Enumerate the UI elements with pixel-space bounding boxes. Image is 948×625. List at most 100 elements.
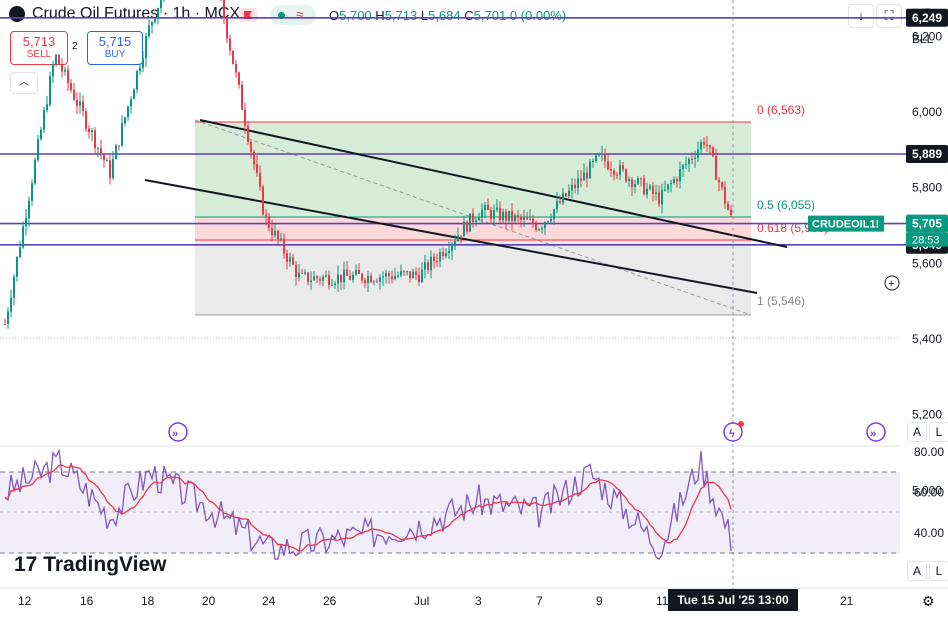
candle-body: [49, 76, 51, 105]
fullscreen-icon[interactable]: ⛶: [876, 4, 902, 28]
candle-body: [523, 217, 525, 220]
candle-body: [259, 172, 261, 187]
candle-body: [85, 111, 87, 129]
candle-body: [370, 275, 372, 283]
candle-body: [28, 200, 30, 218]
wave-icon: ≈: [296, 6, 304, 22]
candle-body: [556, 201, 558, 210]
channel-line-lower: [144, 179, 758, 294]
candle-body: [505, 211, 507, 221]
rsi-tick: 80.00: [914, 445, 944, 459]
lightning-event-icon: [723, 422, 743, 442]
candle-body: [562, 193, 564, 203]
candle-body: [517, 215, 519, 217]
settings-gear-icon[interactable]: ⚙: [922, 593, 935, 609]
candle-body: [304, 272, 306, 274]
candle-body: [712, 147, 714, 157]
candle-body: [427, 262, 429, 271]
candle-body: [73, 90, 75, 100]
candle-body: [244, 109, 246, 126]
candle-body: [580, 178, 582, 181]
candle-body: [67, 69, 69, 84]
download-icon[interactable]: ↓: [848, 4, 874, 28]
candle-body: [271, 228, 273, 236]
candle-body: [325, 275, 327, 277]
brand-logo-icon: 17: [14, 553, 38, 576]
candle-body: [337, 274, 339, 284]
log-scale-button[interactable]: L: [929, 422, 948, 442]
sell-button[interactable]: 5,713 SELL: [10, 31, 68, 65]
candle-body: [595, 155, 597, 162]
candle-body: [154, 18, 156, 23]
candle-body: [496, 207, 498, 210]
candle-body: [223, 0, 225, 19]
time-tick: 3: [475, 594, 482, 608]
unit-label[interactable]: BLL: [912, 32, 934, 46]
candle-body: [109, 160, 111, 178]
buy-button[interactable]: 5,715 BUY: [87, 31, 143, 65]
candle-body: [289, 257, 291, 262]
auto-scale-button[interactable]: A: [907, 422, 927, 442]
candle-body: [682, 165, 684, 169]
candle-body: [115, 145, 117, 160]
fib-zone-lower: [195, 242, 751, 315]
candle-body: [577, 178, 579, 188]
candle-body: [550, 219, 552, 222]
candle-body: [40, 129, 42, 140]
candle-body: [265, 214, 267, 217]
candle-body: [70, 83, 72, 91]
candle-body: [598, 153, 600, 156]
candle-body: [121, 123, 123, 146]
log-scale-button-rsi[interactable]: L: [929, 561, 948, 581]
candle-body: [394, 276, 396, 280]
candle-body: [604, 153, 606, 162]
candle-body: [634, 183, 636, 188]
candle-body: [646, 188, 648, 195]
price-tag-box: [906, 144, 948, 163]
rsi-ma-line: [4, 464, 732, 552]
forward-arrow-icon: [168, 422, 188, 442]
candle-body: [511, 210, 513, 222]
time-tick: 11: [656, 594, 669, 608]
candle-body: [16, 257, 18, 277]
candle-body: [340, 274, 342, 283]
candle-body: [631, 179, 633, 188]
market-status-pill[interactable]: ≈: [270, 5, 316, 25]
sell-price: 5,713: [22, 34, 56, 49]
candle-body: [613, 170, 615, 175]
buy-price: 5,715: [98, 34, 132, 49]
candle-body: [10, 298, 12, 312]
candle-body: [661, 189, 663, 205]
candle-body: [118, 145, 120, 147]
candle-body: [652, 185, 654, 195]
candle-body: [52, 64, 54, 77]
channel-line-upper: [199, 119, 788, 248]
candle-body: [583, 172, 585, 181]
rsi-line: [4, 448, 732, 560]
candle-body: [685, 163, 687, 166]
candle-body: [529, 218, 531, 220]
candle-body: [241, 84, 243, 110]
candle-body: [460, 235, 462, 237]
candle-body: [25, 217, 27, 227]
time-tick: 24: [262, 594, 276, 608]
candle-body: [706, 144, 708, 146]
symbol-tag-box: [808, 215, 884, 232]
candle-body: [421, 269, 423, 283]
price-tick: 5,600: [912, 256, 942, 270]
candle-body: [238, 72, 240, 85]
auto-scale-button-rsi[interactable]: A: [907, 561, 927, 581]
collapse-panel-icon[interactable]: ︿: [10, 72, 38, 94]
candle-body: [637, 178, 639, 184]
price-tag-box: [906, 8, 948, 27]
candle-body: [334, 283, 336, 285]
candle-body: [97, 147, 99, 149]
candle-body: [568, 190, 570, 197]
candle-body: [715, 156, 717, 180]
candle-body: [445, 253, 447, 257]
symbol-tag-label: CRUDEOIL1!: [812, 219, 879, 231]
candle-body: [724, 187, 726, 204]
candle-body: [424, 262, 426, 270]
candle-body: [136, 71, 138, 90]
